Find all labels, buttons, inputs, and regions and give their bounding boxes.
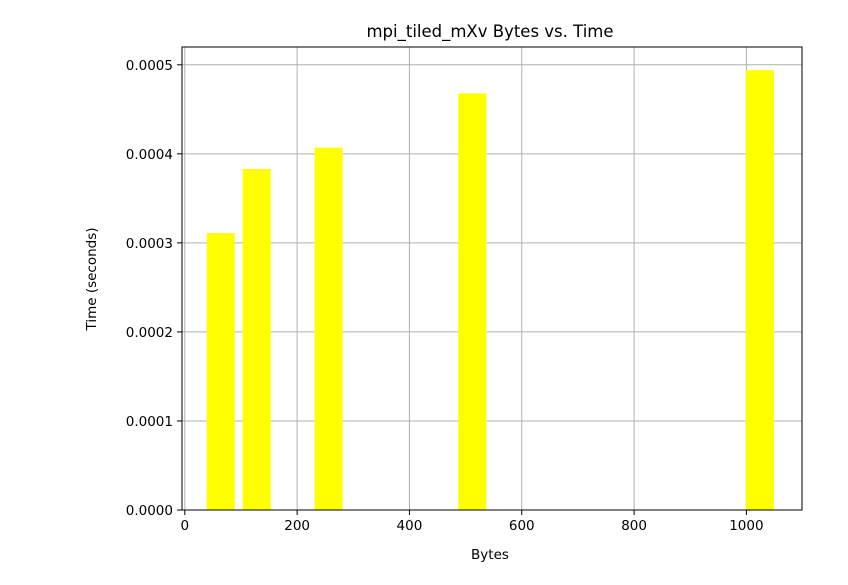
- bar: [242, 168, 271, 510]
- y-axis-label: Time (seconds): [84, 227, 100, 331]
- bar-series: [206, 70, 774, 511]
- grid-lines: [182, 47, 802, 511]
- y-axis-ticks: 0.0000 0.0001 0.0002 0.0003 0.0004 0.0005: [126, 58, 182, 519]
- x-tick-label: 1000: [729, 518, 763, 534]
- y-tick-label: 0.0001: [126, 414, 173, 430]
- plot-frame: [181, 46, 803, 511]
- y-tick-label: 0.0000: [126, 503, 173, 519]
- x-axis-ticks: 0 200 400 600 800 1000: [181, 510, 764, 534]
- bar: [206, 233, 235, 510]
- y-tick-label: 0.0005: [126, 58, 173, 74]
- bar: [745, 70, 774, 511]
- x-tick-label: 400: [397, 518, 423, 534]
- bar: [458, 93, 487, 511]
- x-tick-label: 200: [284, 518, 310, 534]
- x-tick-label: 0: [181, 518, 190, 534]
- x-tick-label: 600: [509, 518, 535, 534]
- y-tick-label: 0.0003: [126, 236, 173, 252]
- chart-title: mpi_tiled_mXv Bytes vs. Time: [366, 22, 613, 42]
- bar: [314, 147, 343, 510]
- x-tick-label: 800: [621, 518, 647, 534]
- x-axis-label: Bytes: [471, 547, 509, 563]
- y-tick-label: 0.0002: [126, 325, 173, 341]
- y-tick-label: 0.0004: [126, 147, 173, 163]
